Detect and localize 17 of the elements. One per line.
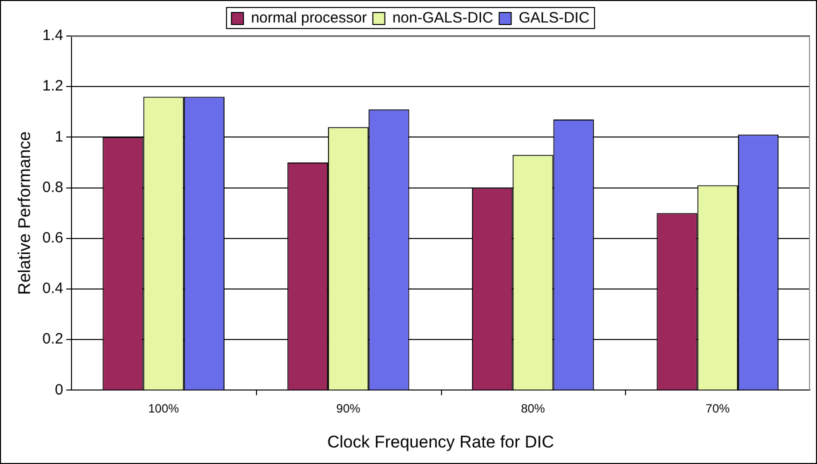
- x-tick-label: 100%: [148, 402, 180, 416]
- y-tick-label: 1.2: [42, 78, 64, 95]
- legend-label: non-GALS-DIC: [392, 10, 494, 27]
- x-tick-label: 80%: [520, 402, 546, 416]
- y-axis-title: Relative Performance: [14, 131, 34, 295]
- x-axis-title: Clock Frequency Rate for DIC: [327, 432, 554, 452]
- legend-label: GALS-DIC: [518, 10, 590, 27]
- legend-label: normal processor: [250, 10, 367, 27]
- y-tick-label: 1: [54, 128, 64, 146]
- y-tick-label: 0: [54, 381, 64, 398]
- y-tick-label: 0.8: [42, 178, 64, 196]
- y-tick-label: 0.6: [42, 230, 64, 247]
- y-tick-label: 0.4: [42, 280, 64, 298]
- x-tick-label: 70%: [706, 402, 730, 416]
- y-tick-label: 1.4: [42, 27, 64, 44]
- y-tick-label: 0.2: [42, 330, 64, 348]
- x-tick-label: 90%: [336, 402, 361, 416]
